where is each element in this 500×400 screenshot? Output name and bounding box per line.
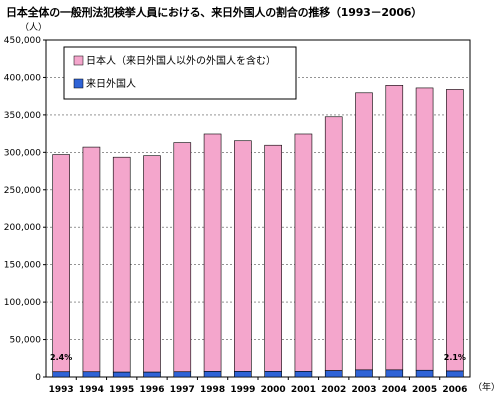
bar-foreign-1995 xyxy=(112,371,131,378)
chart-title: 日本全体の一般刑法犯検挙人員における、来日外国人の割合の推移（1993－2006… xyxy=(6,6,423,19)
bar-foreign-2004 xyxy=(385,369,404,378)
bar-foreign-1994 xyxy=(82,371,101,378)
bar-japanese-2004 xyxy=(385,85,404,371)
bar-foreign-2003 xyxy=(355,369,373,378)
bar-japanese-1998 xyxy=(203,133,222,372)
x-axis-ticks: 1993 1994 1995 1996 1997 1998 1999 2000 2001 2002… xyxy=(49,377,467,395)
annotation-label: 2.4% xyxy=(50,353,72,362)
bar-foreign-2000 xyxy=(264,371,282,378)
y-tick-label: 300,000 xyxy=(4,148,41,158)
bar-japanese-2001 xyxy=(294,133,313,372)
x-tick-label: 2000 xyxy=(261,385,286,395)
x-tick-label: 1996 xyxy=(139,385,164,395)
bar-foreign-2006 xyxy=(446,370,464,378)
y-tick-label: 250,000 xyxy=(4,186,41,196)
x-tick-label: 1993 xyxy=(49,385,74,395)
y-tick-label: 50,000 xyxy=(10,336,42,346)
x-tick-label: 1998 xyxy=(200,385,225,395)
legend-label-foreign: 来日外国人 xyxy=(86,78,136,90)
bar-foreign-2001 xyxy=(294,371,313,378)
bar-japanese-1993 xyxy=(52,154,70,373)
bar-japanese-2005 xyxy=(415,87,434,371)
legend-swatch-foreign xyxy=(73,78,84,89)
x-tick-label: 2001 xyxy=(291,385,316,395)
bar-japanese-2002 xyxy=(324,116,343,371)
x-axis-unit: （年） xyxy=(473,381,500,393)
y-tick-label: 400,000 xyxy=(4,73,41,83)
bar-japanese-1999 xyxy=(234,140,252,372)
y-tick-label: 150,000 xyxy=(4,261,41,271)
legend: 日本人（来日外国人以外の外国人を含む） 来日外国人 xyxy=(63,46,297,100)
x-tick-label: 2006 xyxy=(442,385,467,395)
y-tick-label: 0 xyxy=(35,373,41,383)
x-tick-label: 1999 xyxy=(230,385,255,395)
annotations: 2.4% 2.1% xyxy=(50,353,466,362)
x-tick-label: 1995 xyxy=(109,385,134,395)
y-tick-label: 100,000 xyxy=(4,298,41,308)
bar-japanese-2006 xyxy=(446,89,464,372)
bar-japanese-1997 xyxy=(173,142,192,373)
y-tick-label: 350,000 xyxy=(4,111,41,121)
bar-japanese-1994 xyxy=(82,146,101,373)
bars xyxy=(52,85,464,378)
bar-foreign-2005 xyxy=(415,369,434,378)
bar-japanese-1995 xyxy=(112,156,131,373)
annotation-label: 2.1% xyxy=(444,353,466,362)
legend-label-japanese: 日本人（来日外国人以外の外国人を含む） xyxy=(86,54,276,67)
bar-foreign-1996 xyxy=(143,371,161,378)
bar-japanese-2000 xyxy=(264,144,282,372)
y-axis-unit: （人） xyxy=(20,22,47,33)
bar-foreign-1993 xyxy=(52,371,70,378)
x-tick-label: 2005 xyxy=(412,385,437,395)
bar-japanese-1996 xyxy=(143,155,161,373)
y-tick-label: 450,000 xyxy=(4,36,41,46)
bar-foreign-1997 xyxy=(173,371,192,378)
bar-foreign-1998 xyxy=(203,371,222,378)
legend-swatch-japanese xyxy=(73,55,84,66)
x-tick-label: 2004 xyxy=(382,385,407,395)
y-tick-label: 200,000 xyxy=(4,223,41,233)
bar-foreign-1999 xyxy=(234,371,252,378)
x-tick-label: 2003 xyxy=(351,385,376,395)
x-tick-label: 1994 xyxy=(79,385,104,395)
x-tick-label: 2002 xyxy=(321,385,346,395)
bar-foreign-2002 xyxy=(324,370,343,378)
x-tick-label: 1997 xyxy=(170,385,195,395)
y-axis-ticks: 0 50,000 100,000 150,000 200,000 250,000 300,0… xyxy=(4,36,46,383)
bar-japanese-2003 xyxy=(355,92,373,371)
legend-box xyxy=(63,46,297,100)
